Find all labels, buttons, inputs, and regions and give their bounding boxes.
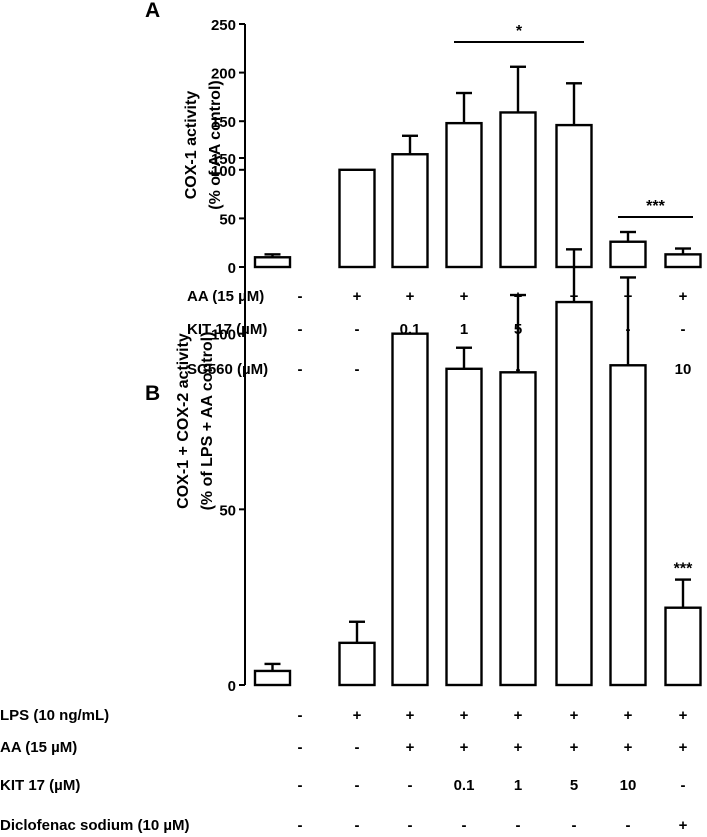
condition-value: + (406, 707, 415, 724)
condition-value: - (626, 817, 631, 834)
condition-value: + (353, 707, 362, 724)
condition-value: + (624, 739, 633, 756)
y-tick-label: 0 (228, 678, 236, 695)
condition-value: 10 (675, 361, 692, 378)
condition-row-label: LPS (10 ng/mL) (0, 707, 109, 724)
bar (555, 300, 593, 687)
condition-value: + (514, 707, 523, 724)
condition-value: - (355, 817, 360, 834)
bar (609, 240, 647, 269)
condition-value: - (681, 777, 686, 794)
condition-value: - (298, 321, 303, 338)
condition-value: + (514, 739, 523, 756)
condition-row-label: KIT 17 (µM) (0, 777, 80, 794)
bar (391, 332, 429, 687)
bar (499, 111, 537, 269)
condition-value: 1 (514, 777, 522, 794)
bar (555, 123, 593, 269)
condition-value: + (353, 288, 362, 305)
condition-value: 0.1 (454, 777, 475, 794)
condition-row-label: SC560 (µM) (187, 361, 268, 378)
significance-label: * (516, 23, 523, 40)
condition-value: - (408, 777, 413, 794)
condition-value: + (679, 707, 688, 724)
panel-label: A (145, 0, 160, 22)
condition-value: + (406, 739, 415, 756)
condition-value: - (298, 817, 303, 834)
condition-row-label: AA (15 µM) (187, 288, 264, 305)
bar (445, 121, 483, 269)
y-tick-label: 250 (211, 17, 236, 34)
significance-label: *** (646, 198, 665, 215)
bar (338, 168, 376, 269)
y-axis-title: (% of AA control) (207, 80, 224, 209)
y-tick-label: 150 (211, 114, 236, 131)
condition-value: + (406, 288, 415, 305)
condition-value: + (679, 817, 688, 834)
condition-value: - (355, 321, 360, 338)
condition-value: - (408, 817, 413, 834)
condition-value: 1 (460, 321, 468, 338)
y-tick-label: 100 (211, 327, 236, 344)
condition-row-label: KIT 17 (µM) (187, 321, 267, 338)
condition-value: - (298, 361, 303, 378)
condition-value: + (460, 707, 469, 724)
condition-value: - (462, 817, 467, 834)
bar (253, 256, 292, 269)
condition-value: - (516, 817, 521, 834)
y-tick-label: 50 (219, 211, 236, 228)
condition-value: + (460, 739, 469, 756)
condition-value: 10 (620, 777, 637, 794)
condition-value: - (355, 361, 360, 378)
bar (609, 364, 647, 687)
bar (391, 153, 429, 269)
significance-label: *** (674, 561, 693, 578)
condition-value: + (570, 739, 579, 756)
bar (499, 371, 537, 687)
condition-value: - (298, 288, 303, 305)
y-axis-title: COX-1 + COX-2 activity (175, 333, 192, 509)
condition-value: - (298, 777, 303, 794)
condition-value: - (298, 739, 303, 756)
bar (253, 669, 292, 687)
bar (338, 641, 376, 687)
condition-value: - (355, 777, 360, 794)
panel-label: B (145, 382, 160, 405)
y-tick-label: 0 (228, 260, 236, 277)
bar (664, 253, 702, 269)
condition-value: + (679, 739, 688, 756)
condition-value: + (460, 288, 469, 305)
y-tick-label: 150 (211, 151, 236, 168)
y-tick-label: 200 (211, 66, 236, 83)
y-tick-label: 50 (219, 502, 236, 519)
condition-value: - (298, 707, 303, 724)
y-axis-title: COX-1 activity (183, 91, 200, 200)
condition-value: - (355, 739, 360, 756)
condition-value: - (681, 321, 686, 338)
y-axis-title: (% of LPS + AA control) (199, 332, 216, 511)
condition-value: + (570, 707, 579, 724)
condition-value: 5 (570, 777, 578, 794)
condition-value: + (624, 707, 633, 724)
bar (445, 367, 483, 687)
condition-value: + (679, 288, 688, 305)
condition-row-label: AA (15 µM) (0, 739, 77, 756)
y-tick-label: 100 (211, 163, 236, 180)
condition-value: - (572, 817, 577, 834)
bar (664, 606, 702, 687)
condition-row-label: Diclofenac sodium (10 µM) (0, 817, 190, 834)
